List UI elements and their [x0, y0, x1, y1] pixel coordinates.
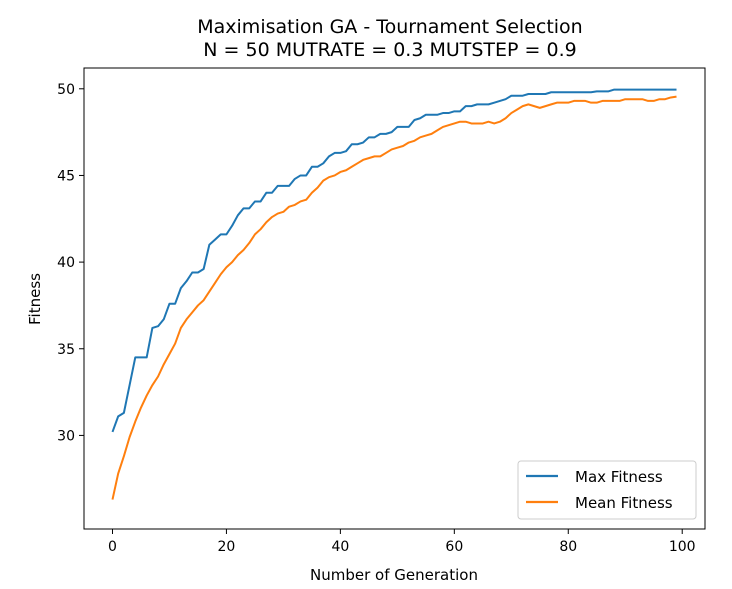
legend-label-max-fitness: Max Fitness — [575, 468, 663, 486]
y-axis-ticks: 30 35 40 45 50 — [57, 82, 84, 444]
chart-subtitle: N = 50 MUTRATE = 0.3 MUTSTEP = 0.9 — [203, 39, 576, 61]
x-axis-ticks: 0 20 40 60 80 100 — [108, 529, 696, 555]
y-tick-label: 30 — [57, 428, 75, 444]
y-tick-label: 35 — [57, 342, 75, 358]
chart-title: Maximisation GA - Tournament Selection — [197, 16, 582, 38]
series-line-mean-fitness — [111, 95, 677, 500]
x-tick-label: 0 — [108, 539, 117, 555]
legend-box — [517, 460, 697, 520]
x-tick-label: 60 — [445, 539, 463, 555]
y-axis-label: Fitness — [26, 273, 44, 325]
x-axis-label: Number of Generation — [310, 566, 478, 584]
legend-label-mean-fitness: Mean Fitness — [575, 494, 673, 512]
plot-frame — [83, 67, 706, 530]
x-tick-label: 40 — [331, 539, 349, 555]
series-line-max-fitness — [111, 88, 677, 433]
y-tick-label: 50 — [57, 82, 75, 98]
x-tick-label: 20 — [218, 539, 236, 555]
y-tick-label: 45 — [57, 168, 75, 184]
x-tick-label: 100 — [669, 539, 696, 555]
x-tick-label: 80 — [559, 539, 577, 555]
legend: Max Fitness Mean Fitness — [517, 460, 697, 520]
plot-lines — [111, 88, 677, 500]
y-tick-label: 40 — [57, 255, 75, 271]
